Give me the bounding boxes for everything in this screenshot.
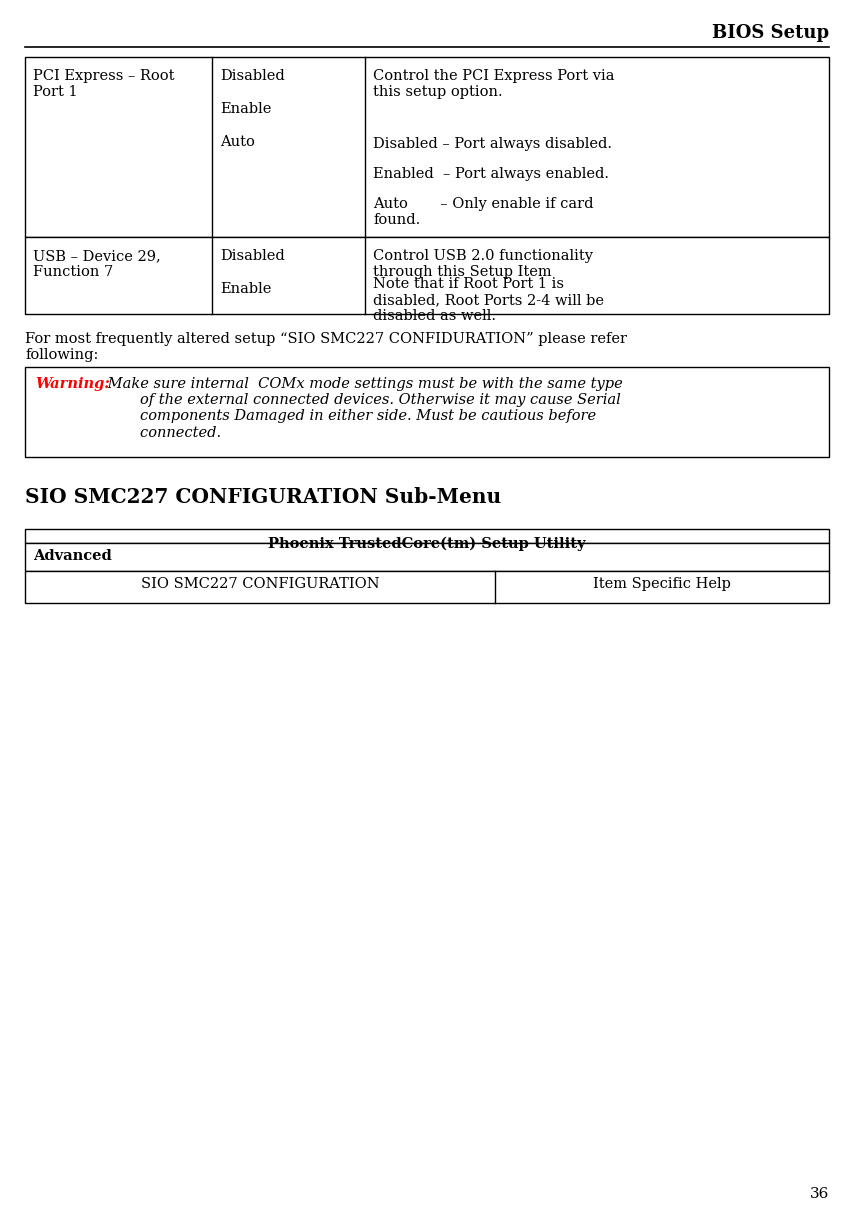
Text: Make sure internal  COMx mode settings must be with the same type
        of the: Make sure internal COMx mode settings mu… [103, 377, 623, 440]
Text: SIO SMC227 CONFIGURATION Sub-Menu: SIO SMC227 CONFIGURATION Sub-Menu [25, 488, 501, 507]
FancyBboxPatch shape [25, 367, 829, 457]
FancyBboxPatch shape [25, 57, 829, 236]
Text: Enable: Enable [220, 102, 272, 116]
Text: Enabled  – Port always enabled.: Enabled – Port always enabled. [373, 167, 609, 180]
Text: SIO SMC227 CONFIGURATION: SIO SMC227 CONFIGURATION [141, 577, 380, 591]
FancyBboxPatch shape [25, 542, 829, 570]
Text: Enable: Enable [220, 282, 272, 296]
Text: Phoenix TrustedCore(tm) Setup Utility: Phoenix TrustedCore(tm) Setup Utility [268, 538, 586, 551]
Text: Note that if Root Port 1 is
disabled, Root Ports 2-4 will be
disabled as well.: Note that if Root Port 1 is disabled, Ro… [373, 277, 604, 323]
FancyBboxPatch shape [25, 236, 829, 315]
Text: For most frequently altered setup “SIO SMC227 CONFIDURATION” please refer
follow: For most frequently altered setup “SIO S… [25, 332, 627, 362]
Text: PCI Express – Root
Port 1: PCI Express – Root Port 1 [33, 69, 175, 99]
Text: Disabled: Disabled [220, 249, 284, 263]
Text: Disabled – Port always disabled.: Disabled – Port always disabled. [373, 137, 612, 151]
FancyBboxPatch shape [25, 529, 829, 542]
Text: USB – Device 29,
Function 7: USB – Device 29, Function 7 [33, 249, 160, 279]
Text: Advanced: Advanced [33, 549, 112, 563]
Text: Control USB 2.0 functionality
through this Setup Item: Control USB 2.0 functionality through th… [373, 249, 593, 279]
Text: BIOS Setup: BIOS Setup [711, 24, 829, 41]
Text: Control the PCI Express Port via
this setup option.: Control the PCI Express Port via this se… [373, 69, 615, 99]
Text: Auto: Auto [220, 135, 255, 149]
Text: Disabled: Disabled [220, 69, 284, 83]
Text: Warning:: Warning: [35, 377, 110, 391]
Text: Item Specific Help: Item Specific Help [593, 577, 731, 591]
Text: Auto       – Only enable if card
found.: Auto – Only enable if card found. [373, 197, 593, 227]
FancyBboxPatch shape [25, 570, 829, 603]
Text: 36: 36 [810, 1187, 829, 1201]
